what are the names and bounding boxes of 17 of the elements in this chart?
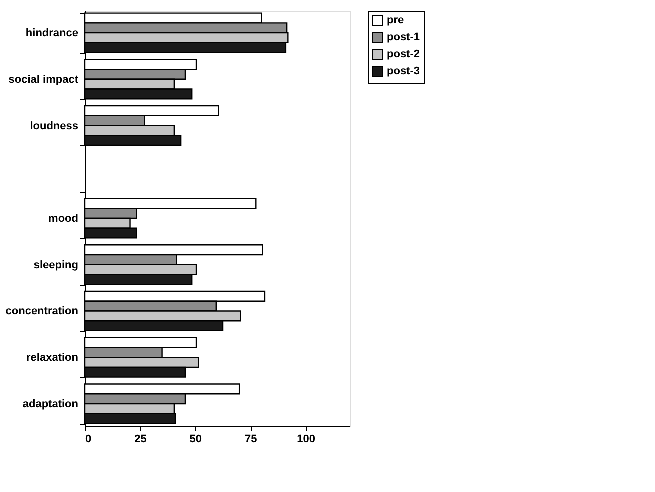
y-tick-label: mood bbox=[48, 213, 78, 225]
x-tick-label: 100 bbox=[297, 434, 316, 446]
x-tick-label: 50 bbox=[190, 434, 202, 446]
legend-label: post-3 bbox=[387, 66, 420, 78]
y-tick-label: concentration bbox=[6, 306, 79, 318]
x-tick-label: 25 bbox=[134, 434, 147, 446]
legend-label: pre bbox=[387, 14, 404, 26]
x-tick-label: 0 bbox=[86, 434, 92, 446]
y-tick-label: hindrance bbox=[26, 28, 78, 40]
y-tick-label: loudness bbox=[30, 120, 78, 132]
y-tick-label: social impact bbox=[8, 74, 79, 86]
legend-label: post-2 bbox=[387, 48, 420, 60]
x-tick-label: 75 bbox=[245, 434, 258, 446]
legend-label: post-1 bbox=[387, 32, 420, 44]
y-tick-label: adaptation bbox=[22, 398, 79, 410]
y-tick-label: sleeping bbox=[34, 259, 78, 272]
y-tick-label: relaxation bbox=[26, 352, 79, 364]
